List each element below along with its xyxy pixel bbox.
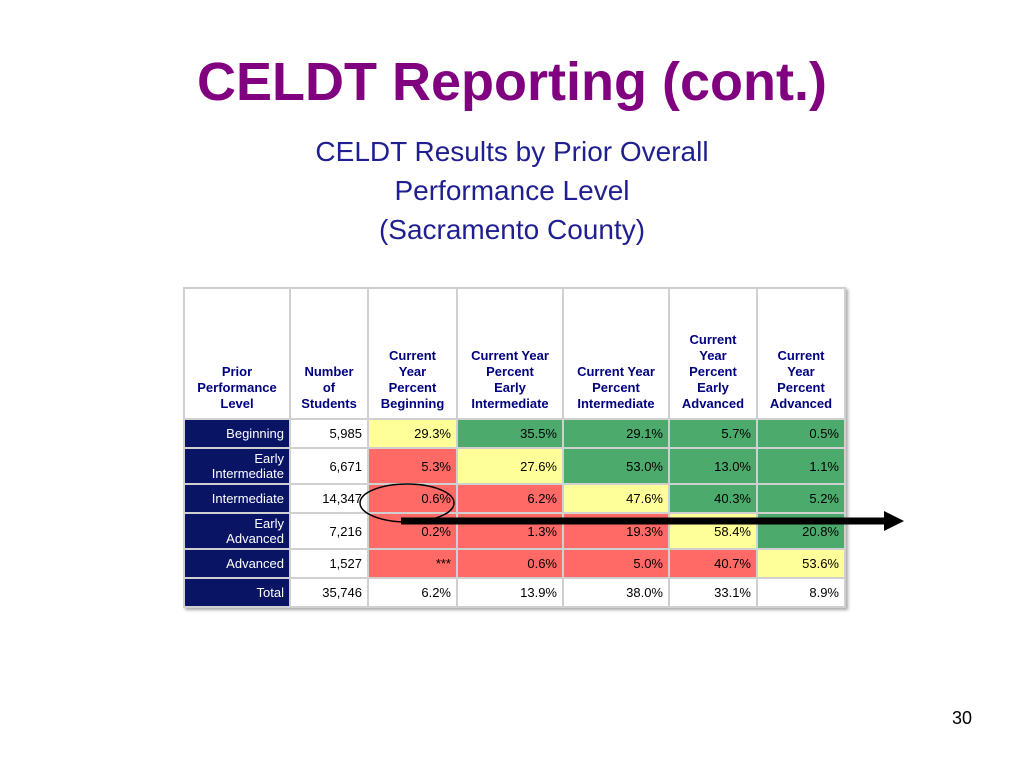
page-number: 30 <box>951 708 972 728</box>
row-header-line: Advanced <box>226 556 284 571</box>
row-header-line: Early <box>254 451 284 466</box>
row-header-line: Beginning <box>226 426 284 441</box>
row-header: Total <box>183 577 291 608</box>
column-header-line: Performance <box>197 380 277 395</box>
table-row: Early Intermediate 6,671 5.3% 27.6% 53.0% 13.0… <box>183 447 846 485</box>
students-cell: 1,527 <box>289 548 369 579</box>
row-header-line: Advanced <box>226 531 284 546</box>
column-header-line: Number <box>304 364 354 379</box>
percent-cell: 29.3% <box>367 418 458 449</box>
column-header-line: of <box>322 380 336 395</box>
subtitle-line: (Sacramento County) <box>378 214 646 245</box>
column-header-line: Percent <box>777 380 825 395</box>
percent-cell: 5.7% <box>668 418 758 449</box>
percent-cell: 40.7% <box>668 548 758 579</box>
percent-cell: 8.9% <box>756 577 846 608</box>
column-header-line: Current Year <box>577 364 655 379</box>
row-header: Advanced <box>183 548 291 579</box>
students-cell: 7,216 <box>289 512 369 550</box>
column-header-line: Advanced <box>769 396 833 411</box>
column-header-line: Early <box>494 380 526 395</box>
column-header-line: Current <box>689 332 737 347</box>
table-header-row: Prior Performance Level Number of Students Cur… <box>183 287 846 420</box>
percent-cell: 47.6% <box>562 483 670 514</box>
percent-cell: 5.2% <box>756 483 846 514</box>
percent-cell: 19.3% <box>562 512 670 550</box>
slide-subtitle: CELDT Results by Prior Overall Performan… <box>0 132 1024 249</box>
subtitle-line: Performance Level <box>394 175 630 206</box>
row-header: Intermediate <box>183 483 291 514</box>
percent-cell: 38.0% <box>562 577 670 608</box>
percent-cell: 53.6% <box>756 548 846 579</box>
percent-cell: 20.8% <box>756 512 846 550</box>
percent-cell: 1.1% <box>756 447 846 485</box>
percent-cell: *** <box>367 548 458 579</box>
students-cell: 35,746 <box>289 577 369 608</box>
column-header-line: Year <box>398 364 427 379</box>
table-row: Total 35,746 6.2% 13.9% 38.0% 33.1% 8.9% <box>183 577 846 608</box>
column-header-line: Current <box>389 348 436 363</box>
students-cell: 14,347 <box>289 483 369 514</box>
column-header-line: Prior <box>221 364 253 379</box>
column-header-line: Percent <box>592 380 640 395</box>
column-header-line: Advanced <box>681 396 745 411</box>
table-row: Intermediate 14,347 0.6% 6.2% 47.6% 40.3% 5.2% <box>183 483 846 514</box>
percent-cell: 27.6% <box>456 447 564 485</box>
column-header-line: Level <box>220 396 254 411</box>
table-header: Prior Performance Level Number of Students Cur… <box>183 287 846 420</box>
column-header-line: Year <box>787 364 815 379</box>
percent-cell: 0.5% <box>756 418 846 449</box>
students-cell: 5,985 <box>289 418 369 449</box>
subtitle-line: CELDT Results by Prior Overall <box>315 136 709 167</box>
column-header-line: Beginning <box>380 396 445 411</box>
row-header-line: Intermediate <box>211 491 284 506</box>
column-header-line: Students <box>301 396 357 411</box>
table-body: Beginning 5,985 29.3% 35.5% 29.1% 5.7% 0.5% Ear… <box>183 418 846 608</box>
row-header-line: Total <box>256 585 284 600</box>
column-header: Current Year Percent Advanced <box>756 287 846 420</box>
column-header: Current Year Percent Early Intermediate <box>456 287 564 420</box>
column-header-line: Early <box>697 380 729 395</box>
column-header-line: Intermediate <box>471 396 549 411</box>
column-header-line: Intermediate <box>577 396 655 411</box>
column-header: Prior Performance Level <box>183 287 291 420</box>
table-row: Advanced 1,527 *** 0.6% 5.0% 40.7% 53.6% <box>183 548 846 579</box>
row-header: Beginning <box>183 418 291 449</box>
column-header-line: Percent <box>486 364 534 379</box>
results-table: Prior Performance Level Number of Students Cur… <box>183 287 846 608</box>
percent-cell: 5.0% <box>562 548 670 579</box>
percent-cell: 35.5% <box>456 418 564 449</box>
column-header: Current Year Percent Early Advanced <box>668 287 758 420</box>
column-header-line: Year <box>699 348 727 363</box>
percent-cell: 0.6% <box>367 483 458 514</box>
column-header-line: Percent <box>388 380 437 395</box>
row-header: Early Advanced <box>183 512 291 550</box>
row-header-line: Intermediate <box>211 466 284 481</box>
percent-cell: 1.3% <box>456 512 564 550</box>
column-header: Current Year Percent Beginning <box>367 287 458 420</box>
table-row: Early Advanced 7,216 0.2% 1.3% 19.3% 58.4% 20.8… <box>183 512 846 550</box>
percent-cell: 6.2% <box>456 483 564 514</box>
row-header-line: Early <box>254 516 284 531</box>
percent-cell: 5.3% <box>367 447 458 485</box>
column-header-line: Current <box>777 348 825 363</box>
percent-cell: 6.2% <box>367 577 458 608</box>
percent-cell: 13.0% <box>668 447 758 485</box>
percent-cell: 40.3% <box>668 483 758 514</box>
percent-cell: 13.9% <box>456 577 564 608</box>
students-cell: 6,671 <box>289 447 369 485</box>
slide-title: CELDT Reporting (cont.) <box>197 52 827 112</box>
row-header: Early Intermediate <box>183 447 291 485</box>
table-row: Beginning 5,985 29.3% 35.5% 29.1% 5.7% 0.5% <box>183 418 846 449</box>
column-header: Current Year Percent Intermediate <box>562 287 670 420</box>
percent-cell: 33.1% <box>668 577 758 608</box>
column-header-line: Current Year <box>471 348 549 363</box>
percent-cell: 53.0% <box>562 447 670 485</box>
percent-cell: 0.6% <box>456 548 564 579</box>
percent-cell: 29.1% <box>562 418 670 449</box>
column-header-line: Percent <box>689 364 737 379</box>
percent-cell: 0.2% <box>367 512 458 550</box>
percent-cell: 58.4% <box>668 512 758 550</box>
column-header: Number of Students <box>289 287 369 420</box>
